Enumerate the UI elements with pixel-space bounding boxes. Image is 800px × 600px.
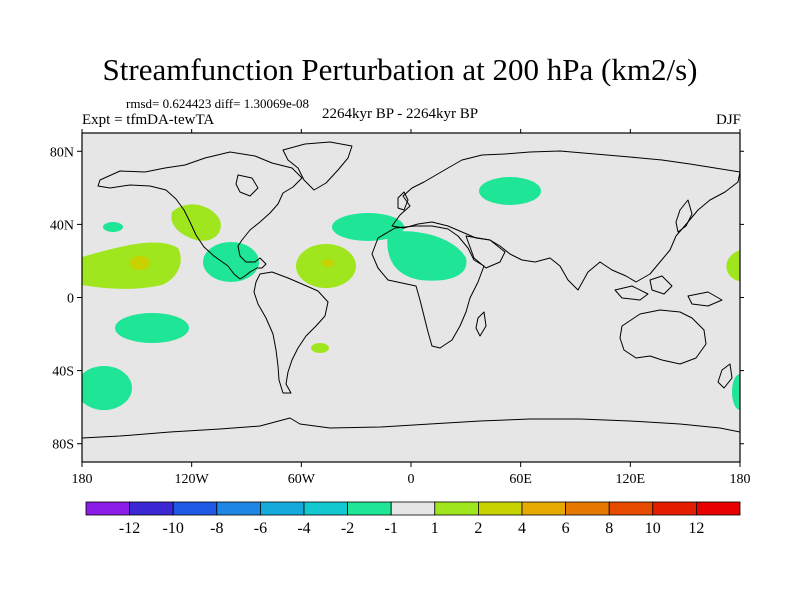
- colorbar-label: 8: [605, 520, 613, 537]
- coastline-eurasia: [391, 150, 740, 291]
- contour-fill: [322, 259, 334, 267]
- coastline-africa: [371, 225, 485, 349]
- coastline-new-guinea: [687, 291, 723, 307]
- colorbar-label: 10: [645, 520, 661, 537]
- coastline-britain: [397, 191, 409, 211]
- map-axes: 80N 40N 0 40S 80S 180 120W 60W 0 60E 120E 180: [50, 129, 751, 487]
- colorbar-box: [85, 501, 130, 516]
- colorbar-box: [696, 501, 741, 516]
- contour-fill: [171, 204, 221, 241]
- contour-fill-layer: [82, 177, 740, 410]
- lat-tick-label: 80S: [52, 438, 74, 453]
- contour-fill: [115, 313, 189, 343]
- contour-fill: [726, 250, 740, 281]
- lon-tick-label: 180: [72, 472, 93, 487]
- coastline-south-america: [253, 271, 329, 394]
- season-label: DJF: [715, 112, 741, 128]
- colorbar-box: [565, 501, 610, 516]
- colorbar-box: [521, 501, 566, 516]
- coastline-madagascar: [475, 311, 487, 337]
- contour-fill: [203, 242, 259, 282]
- period-label: 2264kyr BP - 2264kyr BP: [322, 106, 479, 122]
- colorbar-box: [477, 501, 523, 516]
- colorbar-box: [608, 501, 654, 516]
- colorbar-label: 1: [431, 520, 439, 537]
- lon-tick-label: 180: [730, 472, 751, 487]
- colorbar-box: [172, 501, 218, 516]
- colorbar-label: -1: [385, 520, 398, 537]
- rmsd-diff-stats: rmsd= 0.624423 diff= 1.30069e-08: [126, 96, 310, 111]
- coastline-japan: [675, 199, 693, 233]
- colorbar-labels: -12 -10 -8 -6 -4 -2 -1 1 2 4 6 8 10 12: [119, 520, 704, 537]
- contour-fill: [732, 374, 740, 410]
- map-background: [82, 133, 740, 462]
- lon-tick-label: 120E: [616, 472, 646, 487]
- colorbar-box: [303, 501, 348, 516]
- lon-tick-label: 60W: [288, 472, 316, 487]
- contour-fill: [130, 256, 150, 270]
- coastline-north-america: [97, 151, 303, 280]
- coastline-arabia: [465, 235, 506, 269]
- lon-tick-label: 60E: [509, 472, 532, 487]
- colorbar-boxes: [85, 501, 741, 516]
- lat-tick-label: 80N: [50, 145, 74, 160]
- coastline-new-zealand: [717, 363, 733, 389]
- colorbar-box: [129, 501, 174, 516]
- colorbar-label: -8: [210, 520, 223, 537]
- contour-fill: [311, 343, 329, 353]
- colorbar-box: [652, 501, 697, 516]
- coastlines: [82, 141, 740, 439]
- colorbar-label: 12: [688, 520, 704, 537]
- lat-tick-label: 0: [67, 292, 74, 307]
- colorbar-label: 4: [518, 520, 526, 537]
- colorbar-box: [216, 501, 261, 516]
- lat-tick-label: 40N: [50, 218, 74, 233]
- contour-fill: [332, 213, 404, 241]
- colorbar-label: 6: [562, 520, 570, 537]
- colorbar-label: -12: [119, 520, 140, 537]
- contour-fill: [82, 366, 132, 410]
- colorbar-box: [390, 501, 436, 516]
- coastline-antarctica: [82, 417, 740, 439]
- colorbar-label: -2: [341, 520, 354, 537]
- colorbar-label: -10: [163, 520, 184, 537]
- colorbar-label: -4: [297, 520, 310, 537]
- coastline-indonesia: [614, 285, 649, 301]
- colorbar-box: [259, 501, 305, 516]
- lat-tick-label: 40S: [52, 365, 74, 380]
- contour-fill: [387, 231, 467, 281]
- colorbar-label: -6: [254, 520, 267, 537]
- coastline-hudson-bay: [235, 174, 259, 197]
- contour-fill: [479, 177, 541, 205]
- experiment-label: Expt = tfmDA-tewTA: [82, 112, 215, 128]
- lon-tick-label: 0: [408, 472, 415, 487]
- lon-tick-label: 120W: [175, 472, 210, 487]
- coastline-greenland: [282, 141, 353, 191]
- colorbar-box: [347, 501, 392, 516]
- coastline-australia: [619, 309, 707, 365]
- chart-title: Streamfunction Perturbation at 200 hPa (…: [102, 52, 698, 87]
- colorbar-label: 2: [474, 520, 482, 537]
- colorbar-box: [434, 501, 479, 516]
- contour-fill: [103, 222, 123, 232]
- coastline-borneo: [649, 275, 673, 295]
